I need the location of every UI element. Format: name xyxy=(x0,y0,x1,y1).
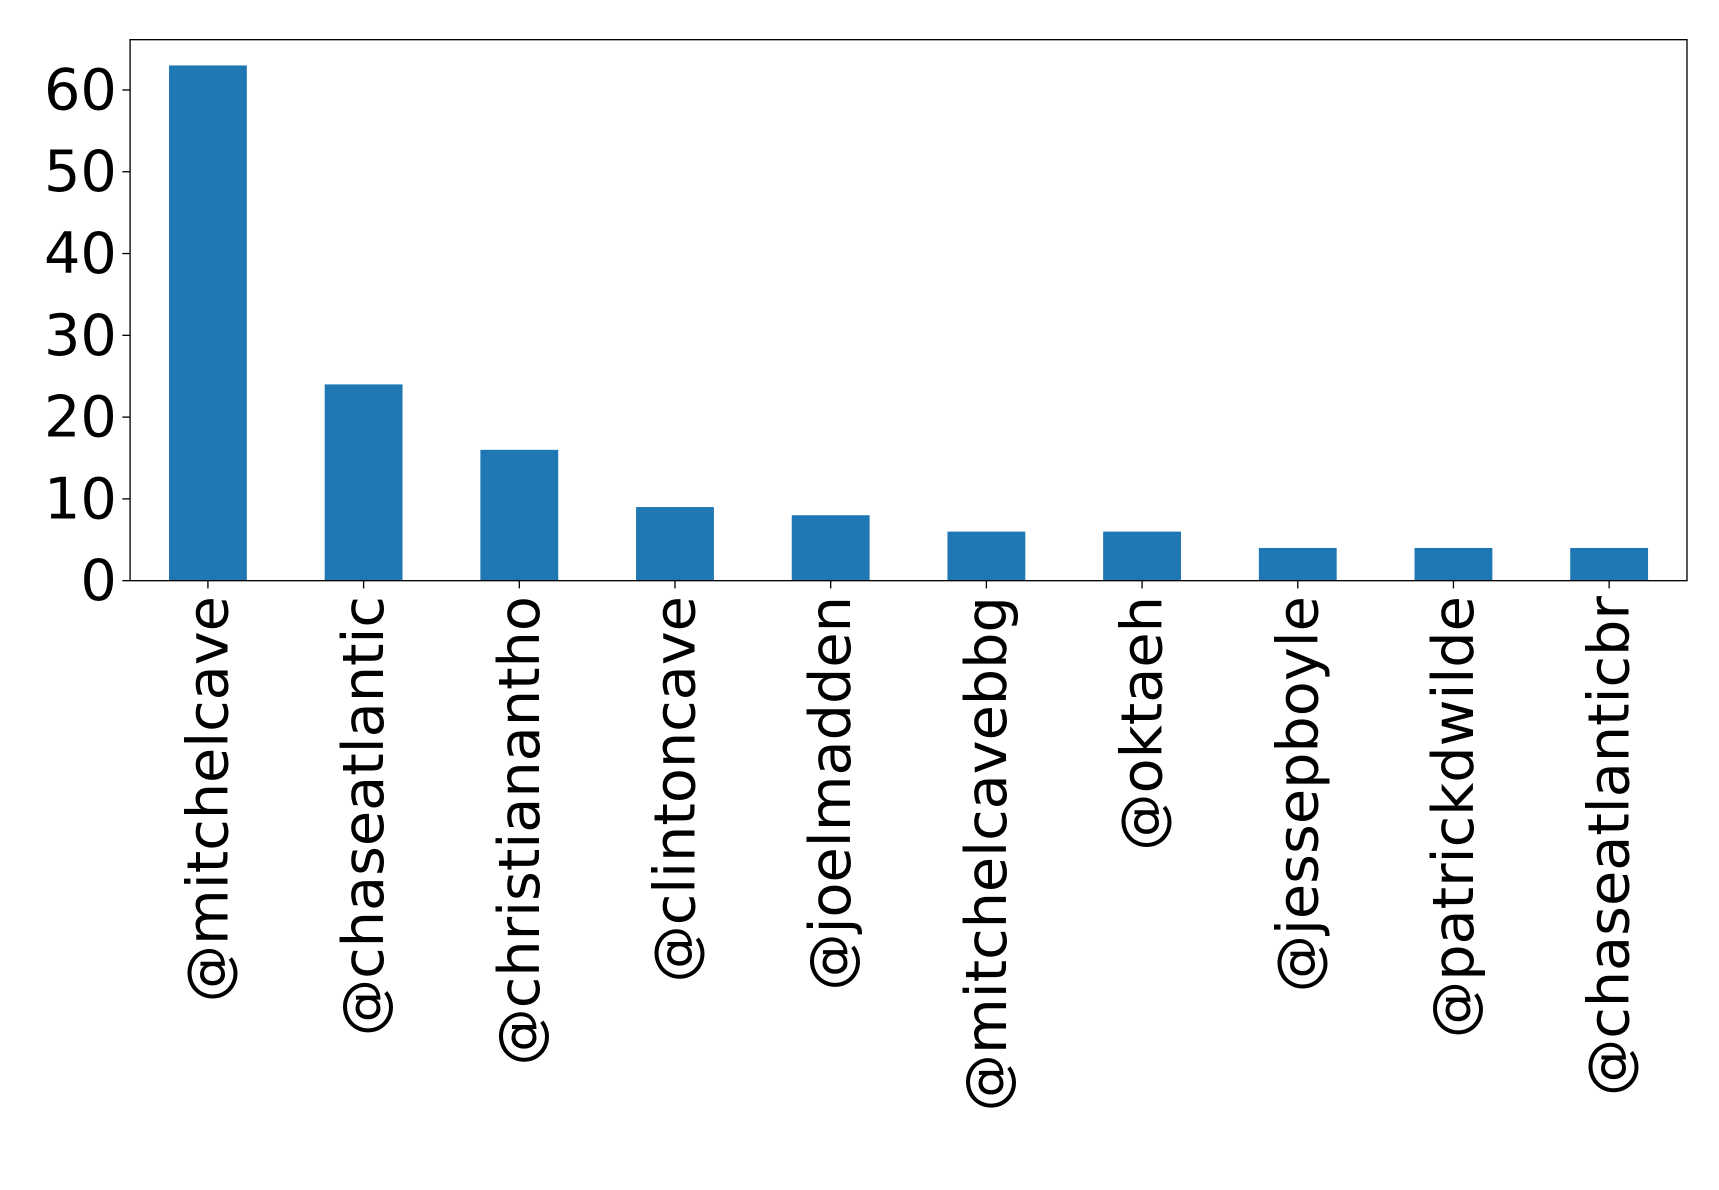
x-tick-label: @jessepboyle xyxy=(1264,596,1331,992)
y-tick-label: 50 xyxy=(44,138,117,205)
x-tick-label: @mitchelcavebbg xyxy=(953,596,1020,1111)
x-tick-label: @chaseatlantic xyxy=(330,596,397,1036)
x-tick-label: @clintoncave xyxy=(641,596,708,982)
y-axis: 0 10 20 30 40 50 60 xyxy=(44,56,131,614)
bar xyxy=(324,384,403,581)
y-tick-label: 20 xyxy=(44,384,117,451)
bar xyxy=(791,515,870,581)
x-tick-label: @christianantho xyxy=(486,596,553,1065)
bar xyxy=(636,507,714,581)
plot-frame xyxy=(129,39,1688,582)
x-tick-label: @oktaeh xyxy=(1109,596,1176,851)
bar xyxy=(1570,547,1649,581)
bar xyxy=(1258,547,1337,581)
bar xyxy=(1414,547,1493,581)
bar xyxy=(947,531,1026,581)
x-tick-label: @chaseatlanticbr xyxy=(1576,596,1643,1096)
y-tick-label: 30 xyxy=(44,302,117,369)
x-tick-label: @mitchelcave xyxy=(174,596,241,1002)
bars xyxy=(168,65,1649,581)
y-tick-label: 40 xyxy=(44,220,117,287)
x-tick-label: @patrickdwilde xyxy=(1420,596,1487,1038)
x-tick-label: @joelmadden xyxy=(797,596,864,991)
y-tick-label: 0 xyxy=(80,547,116,614)
bar xyxy=(168,65,247,581)
y-tick-label: 10 xyxy=(44,465,117,532)
bar xyxy=(480,449,559,581)
x-axis: @mitchelcave @chaseatlantic @christiananth… xyxy=(174,580,1643,1111)
bar xyxy=(1103,531,1181,581)
y-tick-label: 60 xyxy=(44,56,117,123)
